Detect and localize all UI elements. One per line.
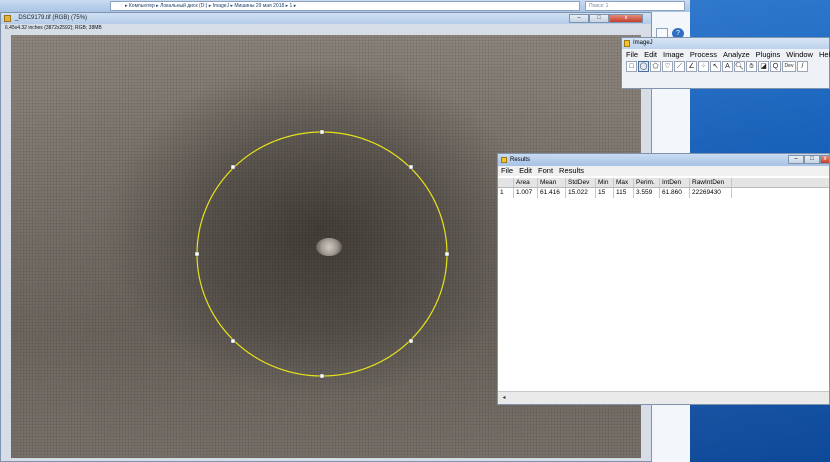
imagej-toolbar: □ ◯ ⬠ ♡ ⟋ ∠ ⁘ ↖ A 🔍︎ ✋︎ ◪ Q Dev / (622, 61, 829, 74)
results-menu-edit[interactable]: Edit (519, 166, 533, 175)
cell-min: 15 (596, 188, 614, 198)
color-picker-icon[interactable]: ◪ (758, 61, 769, 72)
wand-tool-icon[interactable]: ↖ (710, 61, 721, 72)
imagej-toolbar-window: ImageJ File Edit Image Process Analyze P… (621, 37, 830, 89)
results-titlebar: Results – □ x (498, 154, 830, 166)
menu-help[interactable]: Help (818, 50, 830, 59)
col-header-max[interactable]: Max (614, 178, 634, 187)
freehand-tool-icon[interactable]: ♡ (662, 61, 673, 72)
line-tool-icon[interactable]: ⟋ (674, 61, 685, 72)
window-controls: – □ x (569, 14, 645, 23)
results-close-button[interactable]: x (820, 155, 830, 164)
results-minimize-button[interactable]: – (788, 155, 804, 164)
polygon-tool-icon[interactable]: ⬠ (650, 61, 661, 72)
results-window-icon (501, 157, 507, 163)
table-row[interactable]: 1 1.007 61.416 15.022 15 115 3.559 61.86… (498, 188, 829, 198)
horizontal-scrollbar[interactable]: ◂ (498, 391, 829, 404)
col-header-stddev[interactable]: StdDev (566, 178, 596, 187)
col-header-perim[interactable]: Perim. (634, 178, 660, 187)
results-window: Results – □ x File Edit Font Results Are… (497, 153, 830, 405)
cell-mean: 61.416 (538, 188, 566, 198)
zoom-tool-icon[interactable]: Q (770, 61, 781, 72)
menu-analyze[interactable]: Analyze (722, 50, 750, 59)
point-tool-icon[interactable]: ⁘ (698, 61, 709, 72)
image-window-titlebar: _DSC9179.tif (RGB) (75%) (1, 13, 651, 24)
imagej-menubar: File Edit Image Process Analyze Plugins … (622, 49, 830, 61)
text-tool-icon[interactable]: A (722, 61, 733, 72)
menu-process[interactable]: Process (689, 50, 717, 59)
help-icon[interactable]: ? (672, 28, 684, 39)
imagej-title: ImageJ (633, 40, 653, 46)
results-menu-font[interactable]: Font (538, 166, 554, 175)
menu-edit[interactable]: Edit (644, 50, 658, 59)
cell-area: 1.007 (514, 188, 538, 198)
oval-roi-selection[interactable] (11, 35, 641, 458)
cell-stddev: 15.022 (566, 188, 596, 198)
address-bar[interactable]: ▸ Компьютер ▸ Локальный диск (D:) ▸ Imag… (110, 1, 580, 11)
scroll-left-icon[interactable]: ◂ (502, 395, 506, 401)
dev-tool-icon[interactable]: Dev (782, 61, 796, 72)
imagej-window-icon (4, 15, 11, 22)
menu-file[interactable]: File (626, 50, 639, 59)
cell-rawintden: 22269430 (690, 188, 732, 198)
oval-tool-icon[interactable]: ◯ (638, 61, 649, 72)
minimize-button[interactable]: – (569, 14, 589, 23)
col-header-intden[interactable]: IntDen (660, 178, 690, 187)
image-center-spot (316, 238, 342, 256)
col-header-min[interactable]: Min (596, 178, 614, 187)
results-maximize-button[interactable]: □ (804, 155, 820, 164)
menu-image[interactable]: Image (663, 50, 684, 59)
menu-window[interactable]: Window (786, 50, 813, 59)
imagej-app-icon (624, 40, 630, 47)
menu-plugins[interactable]: Plugins (755, 50, 781, 59)
cell-perim: 3.559 (634, 188, 660, 198)
angle-tool-icon[interactable]: ∠ (686, 61, 697, 72)
results-menubar: File Edit Font Results (498, 166, 829, 176)
results-title: Results (510, 157, 531, 163)
results-header-row: Area Mean StdDev Min Max Perim. IntDen R… (498, 178, 829, 188)
hand-tool-icon[interactable]: ✋︎ (746, 61, 757, 72)
magnifier-tool-icon[interactable]: 🔍︎ (734, 61, 745, 72)
results-menu-file[interactable]: File (501, 166, 514, 175)
results-table: Area Mean StdDev Min Max Perim. IntDen R… (498, 178, 829, 198)
imagej-titlebar: ImageJ (622, 38, 829, 49)
image-info-line: 6.45x4.32 inches (3872x2592); RGB; 38MB (5, 25, 102, 31)
col-header-rawintden[interactable]: RawIntDen (690, 178, 732, 187)
col-header-area[interactable]: Area (514, 178, 538, 187)
maximize-button[interactable]: □ (589, 14, 609, 23)
search-input[interactable]: Поиск: 1 (585, 1, 685, 11)
pencil-tool-icon[interactable]: / (797, 61, 808, 72)
cell-max: 115 (614, 188, 634, 198)
results-menu-results[interactable]: Results (559, 166, 585, 175)
rectangle-tool-icon[interactable]: □ (626, 61, 637, 72)
image-window-title: _DSC9179.tif (RGB) (75%) (15, 15, 88, 21)
close-button[interactable]: x (609, 14, 643, 23)
cell-index: 1 (498, 188, 514, 198)
col-header-index[interactable] (498, 178, 514, 187)
cell-intden: 61.860 (660, 188, 690, 198)
col-header-mean[interactable]: Mean (538, 178, 566, 187)
